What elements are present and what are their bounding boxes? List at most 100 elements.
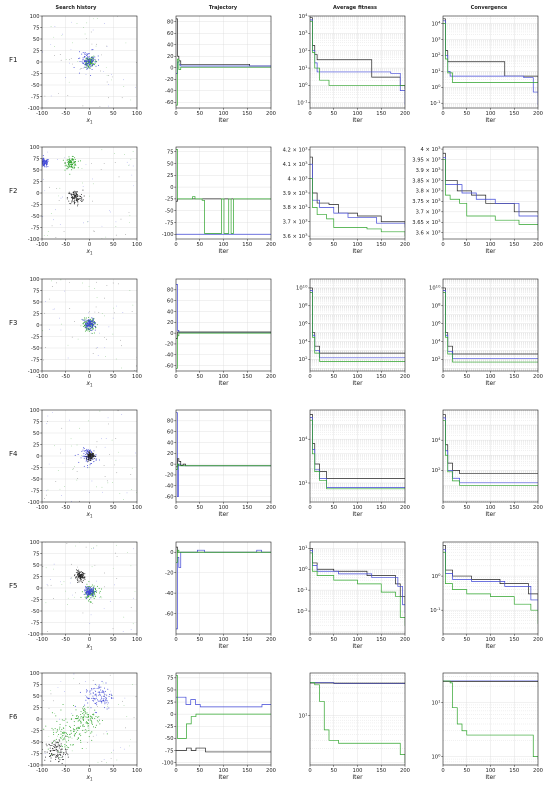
scatter-point: [87, 321, 89, 323]
scatter-point: [51, 754, 53, 756]
scatter-point: [69, 726, 71, 728]
scatter-point: [72, 156, 74, 158]
scatter-point: [93, 458, 95, 460]
scatter-point: [106, 708, 108, 710]
scatter-point: [50, 755, 52, 757]
scatter-point: [72, 714, 74, 716]
series-line-black: [310, 156, 405, 225]
scatter-point: [103, 163, 105, 164]
scatter-point: [92, 603, 94, 605]
scatter-point: [104, 347, 106, 349]
scatter-point: [84, 704, 86, 706]
scatter-point: [77, 566, 78, 568]
scatter-point: [114, 312, 115, 314]
x-tick-label: 150: [509, 637, 519, 643]
scatter-point: [66, 749, 68, 751]
scatter-point: [120, 747, 122, 748]
scatter-point: [133, 548, 134, 550]
scatter-point: [76, 471, 78, 472]
scatter-point: [101, 700, 103, 702]
scatter-point: [81, 591, 83, 593]
scatter-point: [71, 159, 73, 161]
scatter-point: [74, 196, 76, 198]
y-tick-label: 4.1 × 103: [283, 160, 309, 168]
scatter-point: [87, 68, 89, 70]
scatter-point: [65, 750, 67, 752]
scatter-point: [90, 591, 92, 593]
scatter-point: [114, 153, 115, 154]
scatter-point: [82, 326, 84, 328]
scatter-point: [86, 712, 88, 714]
scatter-point: [81, 572, 83, 574]
y-tick-label: 100: [30, 277, 40, 283]
scatter-point: [89, 459, 91, 461]
x-tick-label: 50: [196, 111, 203, 117]
scatter-point: [45, 347, 46, 348]
scatter-point: [99, 106, 101, 108]
scatter-point: [76, 444, 78, 446]
scatter-point: [99, 694, 101, 696]
scatter-point: [83, 447, 85, 449]
scatter-point: [85, 61, 87, 63]
x-tick-label: 50: [330, 505, 337, 511]
y-tick-label: 100: [431, 83, 441, 91]
scatter-point: [59, 54, 61, 56]
scatter-point: [88, 449, 90, 451]
scatter-point: [82, 729, 84, 731]
scatter-point: [94, 323, 96, 325]
scatter-point: [91, 64, 93, 66]
scatter-point: [93, 55, 95, 57]
scatter-point: [93, 588, 95, 590]
scatter-point: [91, 458, 93, 460]
x-tick-label: 50: [463, 242, 470, 248]
scatter-point: [78, 575, 80, 577]
scatter-point: [80, 722, 82, 724]
x-tick-label: 50: [110, 242, 117, 248]
scatter-point: [89, 67, 91, 69]
scatter-point: [95, 591, 97, 593]
scatter-point: [92, 590, 94, 592]
scatter-point: [54, 308, 55, 310]
scatter-point: [94, 288, 96, 289]
scatter-point: [83, 458, 85, 460]
scatter-point: [45, 301, 46, 302]
y-tick-label: 25: [33, 705, 40, 711]
scatter-point: [60, 733, 62, 735]
scatter-point: [111, 698, 113, 700]
scatter-point: [131, 174, 133, 176]
x-tick-label: 50: [463, 374, 470, 380]
scatter-point: [102, 690, 104, 692]
y-tick-label: 100: [30, 145, 40, 151]
scatter-point: [107, 706, 109, 708]
scatter-point: [80, 574, 82, 576]
scatter-point: [116, 472, 118, 474]
scatter-point: [87, 457, 89, 459]
scatter-point: [90, 585, 92, 587]
scatter-point: [74, 190, 76, 192]
scatter-point: [90, 597, 92, 599]
scatter-point: [90, 451, 92, 453]
scatter-point: [90, 65, 92, 67]
scatter-point: [97, 355, 99, 356]
scatter-point: [69, 733, 71, 735]
scatter-point: [64, 163, 66, 165]
scatter-point: [111, 694, 113, 696]
col-title-search: Search history: [56, 5, 98, 11]
scatter-point: [70, 164, 72, 166]
row-label-f4: F4: [9, 450, 18, 458]
scatter-point: [73, 721, 75, 723]
x-tick-label: 0: [441, 768, 444, 774]
scatter-point: [88, 588, 90, 590]
scatter-point: [46, 423, 48, 425]
x-tick-label: -100: [36, 768, 48, 774]
scatter-point: [44, 753, 46, 754]
scatter-point: [83, 719, 85, 721]
scatter-point: [89, 454, 91, 456]
scatter-point: [61, 35, 63, 36]
scatter-point: [104, 586, 106, 588]
scatter-point: [68, 165, 70, 167]
series-line-black: [176, 747, 271, 753]
y-tick-label: 101: [431, 698, 441, 706]
